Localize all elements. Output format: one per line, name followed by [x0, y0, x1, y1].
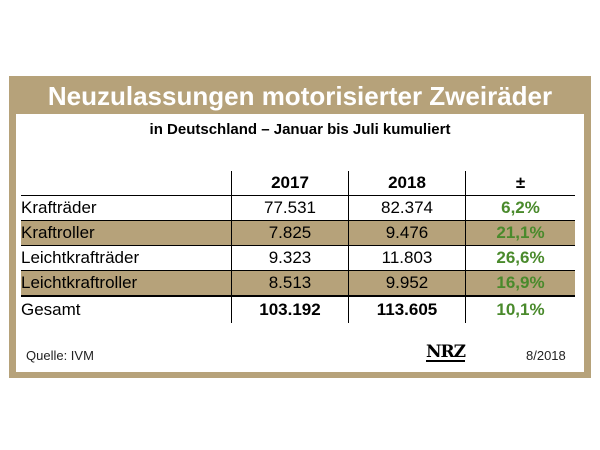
chart-frame: Neuzulassungen motorisierter Zweiräder i…	[9, 76, 591, 378]
value-2018: 82.374	[348, 195, 466, 221]
value-change: 6,2%	[465, 195, 575, 221]
total-2018: 113.605	[348, 295, 466, 323]
table-header-row: 2017 2018 ±	[21, 171, 575, 196]
value-change: 16,9%	[465, 270, 575, 297]
row-label: Krafträder	[21, 195, 232, 221]
value-change: 26,6%	[465, 245, 575, 271]
table-row: Leichtkraftroller 8.513 9.952 16,9%	[21, 270, 575, 297]
value-2017: 9.323	[231, 245, 349, 271]
table-row: Leichtkrafträder 9.323 11.803 26,6%	[21, 245, 575, 271]
nrz-logo: NRZ	[426, 342, 466, 362]
value-2017: 7.825	[231, 220, 349, 246]
value-2017: 8.513	[231, 270, 349, 297]
chart-panel: in Deutschland – Januar bis Juli kumulie…	[16, 114, 584, 372]
row-label: Leichtkraftroller	[21, 270, 232, 297]
table-row: Kraftroller 7.825 9.476 21,1%	[21, 220, 575, 246]
table-total-row: Gesamt 103.192 113.605 10,1%	[21, 295, 575, 323]
row-label: Leichtkrafträder	[21, 245, 232, 271]
value-change: 21,1%	[465, 220, 575, 246]
header-2018: 2018	[348, 171, 466, 196]
header-2017: 2017	[231, 171, 349, 196]
value-2018: 11.803	[348, 245, 466, 271]
table-row: Krafträder 77.531 82.374 6,2%	[21, 195, 575, 221]
total-label: Gesamt	[21, 295, 232, 323]
total-2017: 103.192	[231, 295, 349, 323]
data-table: 2017 2018 ± Krafträder 77.531 82.374 6,2…	[21, 171, 575, 323]
chart-subtitle: in Deutschland – Januar bis Juli kumulie…	[149, 121, 451, 138]
value-2018: 9.476	[348, 220, 466, 246]
value-2018: 9.952	[348, 270, 466, 297]
header-empty	[21, 171, 232, 196]
publication-date: 8/2018	[526, 348, 566, 363]
chart-title: Neuzulassungen motorisierter Zweiräder	[47, 81, 553, 111]
source-note: Quelle: IVM	[26, 348, 94, 363]
value-2017: 77.531	[231, 195, 349, 221]
header-change: ±	[465, 171, 575, 196]
total-change: 10,1%	[465, 295, 575, 323]
row-label: Kraftroller	[21, 220, 232, 246]
